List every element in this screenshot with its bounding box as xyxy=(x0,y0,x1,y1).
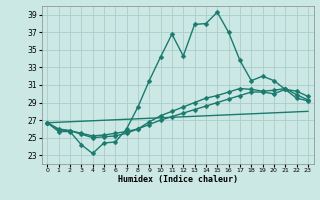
X-axis label: Humidex (Indice chaleur): Humidex (Indice chaleur) xyxy=(118,175,237,184)
